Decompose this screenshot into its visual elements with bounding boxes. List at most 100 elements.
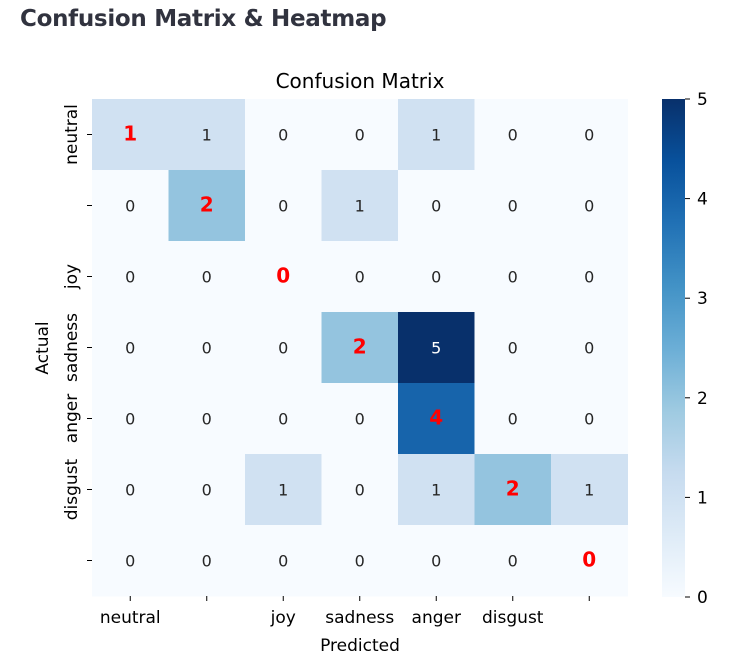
cell-annotation: 1 (431, 481, 441, 500)
heatmap-cell (245, 241, 322, 313)
cell-annotation: 0 (202, 481, 212, 500)
x-tick-label: sadness (325, 608, 394, 628)
colorbar-tick-label: 5 (697, 90, 708, 110)
cell-annotation: 2 (353, 335, 367, 359)
cell-annotation: 0 (278, 126, 288, 145)
cell-annotation: 1 (355, 197, 365, 216)
heatmap-cell (168, 525, 246, 597)
cell-annotation: 0 (202, 268, 212, 287)
cell-annotation: 0 (584, 339, 594, 358)
cell-annotation: 0 (355, 481, 365, 500)
heatmap-cell (551, 454, 628, 526)
cell-annotation: 0 (125, 197, 135, 216)
heatmap-cell (168, 241, 246, 313)
heatmap-cell (245, 454, 322, 526)
heatmap-cell (551, 241, 628, 313)
colorbar (662, 99, 685, 597)
cell-annotation: 0 (584, 410, 594, 429)
heatmap-cell (92, 99, 169, 171)
cell-annotation: 0 (355, 552, 365, 571)
cell-annotation: 1 (431, 126, 441, 145)
y-axis-ticks: neutral joy sadness anger disgust (62, 104, 92, 561)
heatmap-cell (474, 241, 552, 313)
cell-annotation: 0 (355, 126, 365, 145)
y-tick-label: disgust (62, 458, 82, 520)
cell-annotation: 2 (506, 477, 520, 501)
heatmap-cell (551, 525, 628, 597)
cell-annotation: 1 (278, 481, 288, 500)
x-tick-label: disgust (482, 608, 544, 628)
heatmap-cell (245, 312, 322, 384)
colorbar-tick-label: 2 (697, 389, 708, 409)
heatmap-cell (551, 170, 628, 242)
heatmap-cells (92, 99, 628, 597)
heatmap-cell (245, 383, 322, 455)
heatmap-annotations: 1 1 0 0 1 0 0 0 2 0 1 0 0 0 0 0 0 0 0 0 0 0 0 0 2 5 0 0 0 0 0 0 4 0 0 0 0 1 0 1… (123, 122, 596, 572)
y-tick-label: sadness (62, 313, 82, 382)
cell-annotation: 0 (355, 268, 365, 287)
cell-annotation: 5 (431, 339, 441, 358)
cell-annotation: 0 (125, 481, 135, 500)
colorbar-tick-label: 3 (697, 289, 708, 309)
heatmap-cell (551, 383, 628, 455)
heatmap-cell (321, 525, 399, 597)
heatmap-cell (321, 99, 399, 171)
heatmap-cell (551, 99, 628, 171)
cell-annotation: 0 (582, 548, 596, 572)
heatmap-cell (92, 312, 169, 384)
heatmap-cell (474, 525, 552, 597)
heatmap-cell (398, 312, 475, 384)
cell-annotation: 0 (508, 197, 518, 216)
cell-annotation: 0 (276, 264, 290, 288)
cell-annotation: 0 (125, 339, 135, 358)
cell-annotation: 0 (508, 268, 518, 287)
y-tick-label: neutral (62, 104, 82, 165)
heatmap-cell (92, 525, 169, 597)
cell-annotation: 0 (431, 552, 441, 571)
y-tick-label: joy (62, 264, 82, 290)
heatmap-cell (321, 312, 399, 384)
heatmap-cell (168, 383, 246, 455)
cell-annotation: 0 (508, 410, 518, 429)
heatmap-cell (168, 312, 246, 384)
cell-annotation: 0 (278, 339, 288, 358)
cell-annotation: 2 (200, 193, 214, 217)
page-heading: Confusion Matrix & Heatmap (20, 6, 387, 32)
x-tick-label: neutral (100, 608, 161, 628)
cell-annotation: 0 (202, 410, 212, 429)
cell-annotation: 4 (429, 406, 443, 430)
chart-title: Confusion Matrix (276, 69, 445, 93)
cell-annotation: 0 (431, 268, 441, 287)
heatmap-cell (92, 241, 169, 313)
cell-annotation: 0 (508, 552, 518, 571)
heatmap-cell (398, 99, 475, 171)
cell-annotation: 0 (584, 268, 594, 287)
x-axis-label: Predicted (320, 636, 400, 656)
cell-annotation: 0 (584, 197, 594, 216)
heatmap-cell (321, 454, 399, 526)
colorbar-tick-label: 1 (697, 488, 708, 508)
cell-annotation: 0 (584, 126, 594, 145)
heatmap-cell (245, 525, 322, 597)
heatmap-cell (551, 312, 628, 384)
cell-annotation: 0 (278, 197, 288, 216)
colorbar-tick-label: 4 (697, 190, 708, 210)
cell-annotation: 0 (202, 339, 212, 358)
y-tick-label: anger (62, 394, 82, 443)
cell-annotation: 1 (202, 126, 212, 145)
heatmap-cell (398, 241, 475, 313)
heatmap-cell (474, 170, 552, 242)
cell-annotation: 0 (431, 197, 441, 216)
x-axis-ticks: neutral joy sadness anger disgust (100, 596, 590, 628)
heatmap-cell (398, 525, 475, 597)
cell-annotation: 0 (125, 268, 135, 287)
heatmap-cell (474, 383, 552, 455)
cell-annotation: 1 (584, 481, 594, 500)
cell-annotation: 0 (125, 410, 135, 429)
heatmap-cell (245, 99, 322, 171)
cell-annotation: 0 (278, 410, 288, 429)
colorbar-tick-label: 0 (697, 588, 708, 608)
cell-annotation: 0 (278, 552, 288, 571)
heatmap-cell (398, 383, 475, 455)
